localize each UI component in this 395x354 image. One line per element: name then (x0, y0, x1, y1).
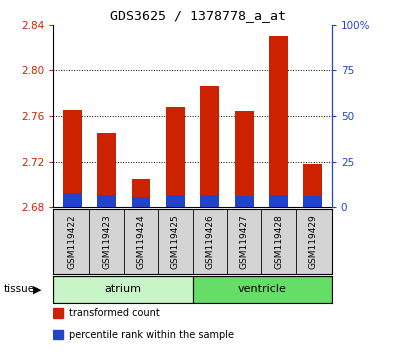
Bar (303, 196, 322, 207)
Bar (97, 133, 116, 207)
Text: percentile rank within the sample: percentile rank within the sample (69, 330, 233, 339)
Bar (53, 308, 63, 318)
Bar (53, 330, 63, 339)
Text: GSM119424: GSM119424 (137, 214, 145, 269)
Text: GSM119428: GSM119428 (274, 214, 283, 269)
Bar (269, 36, 288, 207)
Text: GSM119426: GSM119426 (205, 214, 214, 269)
Text: GSM119425: GSM119425 (171, 214, 180, 269)
Bar (200, 195, 219, 207)
Bar (166, 195, 185, 207)
Bar (132, 197, 150, 207)
Bar (53, 276, 193, 303)
Text: tissue: tissue (4, 284, 35, 295)
Text: GDS3625 / 1378778_a_at: GDS3625 / 1378778_a_at (109, 9, 286, 22)
Text: transformed count: transformed count (69, 308, 160, 318)
Bar (166, 107, 185, 207)
Bar (132, 179, 150, 207)
Text: ventricle: ventricle (238, 284, 287, 295)
Text: GSM119429: GSM119429 (308, 214, 318, 269)
Bar (63, 193, 82, 207)
Bar (193, 276, 332, 303)
Bar (235, 112, 254, 207)
Text: GSM119422: GSM119422 (68, 214, 77, 269)
Bar (63, 110, 82, 207)
Bar (303, 164, 322, 207)
Text: GSM119423: GSM119423 (102, 214, 111, 269)
Text: GSM119427: GSM119427 (240, 214, 248, 269)
Bar (235, 196, 254, 207)
Bar (200, 86, 219, 207)
Bar (97, 195, 116, 207)
Text: atrium: atrium (104, 284, 141, 295)
Text: ▶: ▶ (33, 284, 42, 295)
Bar (269, 195, 288, 207)
